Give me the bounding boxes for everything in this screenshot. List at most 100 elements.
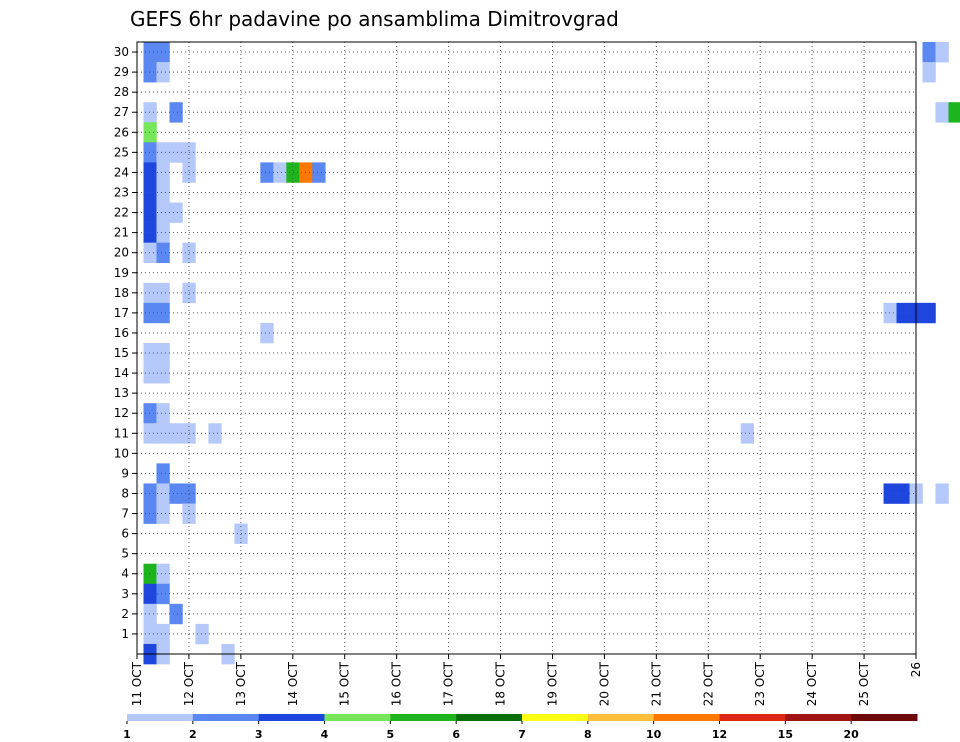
x-tick-label: 20 OCT — [597, 661, 611, 706]
heatmap-cell — [143, 483, 157, 504]
heatmap-cell — [143, 302, 157, 324]
heatmap-cell — [169, 423, 183, 444]
y-tick-label: 8 — [121, 486, 129, 500]
y-tick-label: 9 — [121, 466, 129, 480]
heatmap-cell — [143, 42, 157, 63]
y-tick-label: 15 — [114, 346, 129, 360]
chart-title: GEFS 6hr padavine po ansamblima Dimitrov… — [130, 7, 619, 31]
axes: 1234567891011121314151617181920212223242… — [114, 45, 923, 706]
x-tick-label: 19 OCT — [545, 661, 559, 706]
plot-area — [143, 42, 960, 665]
y-tick-label: 11 — [114, 426, 129, 440]
heatmap-cell — [143, 182, 157, 203]
x-tick-label: 14 OCT — [286, 661, 300, 706]
heatmap-cell — [143, 102, 157, 123]
legend-swatch — [456, 714, 523, 721]
legend-swatch — [719, 714, 786, 721]
y-tick-label: 23 — [114, 185, 129, 199]
heatmap-cell — [156, 403, 170, 424]
plot-frame — [136, 41, 917, 655]
y-tick-label: 1 — [121, 627, 129, 641]
legend-swatch — [653, 714, 720, 721]
heatmap-cell — [156, 623, 170, 645]
y-tick-label: 13 — [114, 386, 129, 400]
legend-label: 7 — [518, 728, 526, 741]
heatmap-cell — [143, 342, 157, 364]
heatmap-cell — [195, 623, 209, 645]
heatmap-cell — [156, 62, 170, 83]
y-tick-label: 20 — [114, 246, 129, 260]
heatmap-cell — [143, 423, 157, 444]
heatmap-cell — [156, 363, 170, 384]
heatmap-cell — [169, 202, 183, 223]
heatmap-cell — [156, 423, 170, 444]
y-tick-label: 22 — [114, 206, 129, 220]
heatmap-cell — [143, 242, 157, 264]
heatmap-cell — [156, 483, 170, 504]
heatmap-cell — [143, 122, 157, 143]
legend-label: 5 — [387, 728, 395, 741]
x-tick-label: 15 OCT — [338, 661, 352, 706]
heatmap-cell — [169, 483, 183, 504]
legend-label: 1 — [123, 728, 131, 741]
legend-label: 6 — [452, 728, 460, 741]
heatmap-cell — [208, 423, 222, 444]
y-tick-label: 26 — [114, 125, 129, 139]
y-tick-label: 24 — [114, 165, 129, 179]
legend-label: 10 — [646, 728, 662, 741]
heatmap-cell — [922, 62, 936, 83]
x-tick-label: 17 OCT — [442, 661, 456, 706]
heatmap-cell — [169, 102, 183, 123]
y-tick-label: 17 — [114, 306, 129, 320]
heatmap-cell — [156, 583, 170, 605]
heatmap-cell — [156, 182, 170, 203]
y-tick-label: 14 — [114, 366, 129, 380]
heatmap-cell — [896, 483, 910, 504]
x-tick-label: 16 OCT — [390, 661, 404, 706]
y-tick-label: 28 — [114, 85, 129, 99]
legend-label: 3 — [255, 728, 263, 741]
legend-label: 4 — [321, 728, 329, 741]
heatmap-cell — [156, 202, 170, 223]
y-tick-label: 25 — [114, 145, 129, 159]
y-tick-label: 30 — [114, 45, 129, 59]
heatmap-cell — [883, 302, 897, 324]
legend-swatch — [522, 714, 589, 721]
heatmap-cell — [260, 162, 274, 183]
heatmap-cell — [156, 282, 170, 304]
y-tick-label: 5 — [121, 547, 129, 561]
grid-lines — [137, 42, 916, 654]
y-tick-label: 27 — [114, 105, 129, 119]
y-tick-label: 4 — [121, 567, 129, 581]
heatmap-cell — [143, 62, 157, 83]
x-tick-label: 12 OCT — [182, 661, 196, 706]
x-tick-label: 23 OCT — [753, 661, 767, 706]
y-tick-label: 6 — [121, 527, 129, 541]
y-tick-label: 19 — [114, 266, 129, 280]
x-tick-label: 18 OCT — [494, 661, 508, 706]
heatmap-cell — [156, 242, 170, 264]
legend-label: 12 — [712, 728, 727, 741]
y-tick-label: 18 — [114, 286, 129, 300]
x-tick-label: 26 — [909, 662, 923, 677]
heatmap-cell — [156, 342, 170, 364]
y-tick-label: 10 — [114, 446, 129, 460]
x-tick-label: 22 OCT — [701, 661, 715, 706]
heatmap-cell — [143, 623, 157, 645]
x-tick-label: 25 OCT — [857, 661, 871, 706]
legend-swatch — [127, 714, 194, 721]
heatmap-cell — [143, 222, 157, 243]
heatmap-cell — [922, 302, 936, 324]
heatmap-cell — [156, 42, 170, 63]
heatmap-cell — [156, 563, 170, 585]
y-tick-label: 3 — [121, 587, 129, 601]
y-tick-label: 12 — [114, 406, 129, 420]
heatmap-cell — [143, 282, 157, 304]
heatmap-cell — [896, 302, 910, 324]
heatmap-cell — [143, 603, 157, 625]
heatmap-cell — [169, 142, 183, 163]
legend-swatch — [324, 714, 391, 721]
legend-swatch — [390, 714, 457, 721]
legend-label: 15 — [778, 728, 793, 741]
